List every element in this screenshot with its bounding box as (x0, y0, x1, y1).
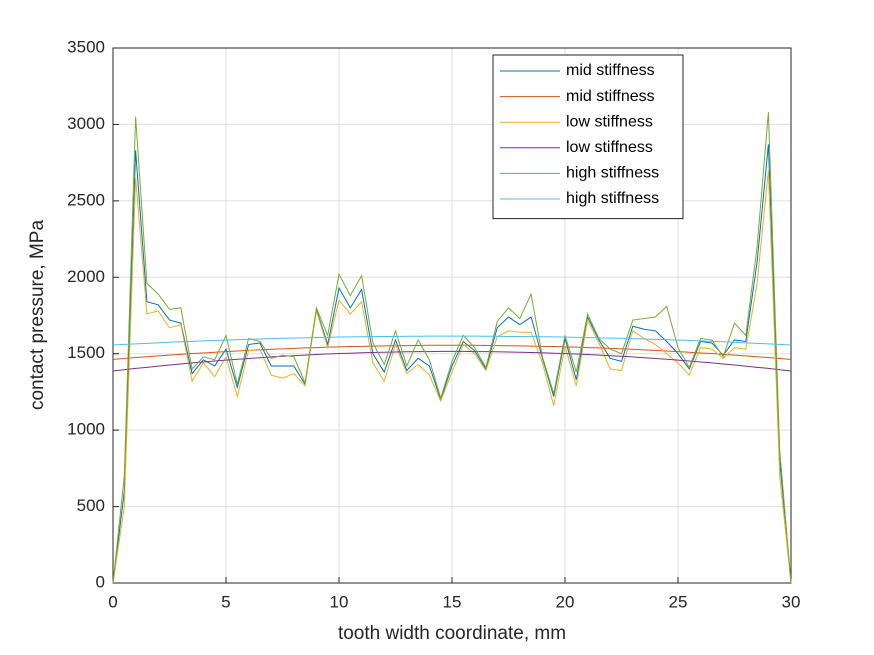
legend: mid stiffness mid stiffness low stiffness l… (492, 54, 684, 220)
x-axis-label: tooth width coordinate, mm (338, 623, 566, 644)
x-tick-label: 0 (108, 592, 117, 611)
line-series (112, 170, 792, 584)
legend-label: mid stiffness (566, 88, 655, 105)
y-tick-label: 1000 (67, 420, 105, 439)
y-tick-label: 500 (77, 496, 105, 515)
y-tick-label: 3000 (67, 114, 105, 133)
legend-label: high stiffness (566, 165, 659, 182)
y-tick-label: 3500 (67, 37, 105, 56)
legend-label: low stiffness (566, 139, 653, 156)
line-series (112, 350, 792, 372)
x-tick-label: 25 (669, 592, 688, 611)
x-tick-label: 20 (556, 592, 575, 611)
legend-box (492, 54, 684, 220)
x-tick-label: 5 (221, 592, 230, 611)
line-series (112, 335, 792, 346)
x-tick-label: 30 (782, 592, 801, 611)
plot-frame (112, 47, 792, 584)
line-series (112, 144, 792, 584)
y-tick-label: 2000 (67, 267, 105, 286)
x-tick-label: 15 (443, 592, 462, 611)
y-tick-label: 0 (96, 572, 105, 591)
y-axis-label: contact pressure, MPa (27, 220, 48, 411)
line-series (112, 112, 792, 584)
legend-label: low stiffness (566, 113, 653, 130)
y-tick-label: 2500 (67, 190, 105, 209)
legend-label: mid stiffness (566, 62, 655, 79)
x-tick-label: 10 (330, 592, 349, 611)
legend-label: high stiffness (566, 190, 659, 207)
line-series (112, 344, 792, 360)
y-tick-label: 1500 (67, 343, 105, 362)
